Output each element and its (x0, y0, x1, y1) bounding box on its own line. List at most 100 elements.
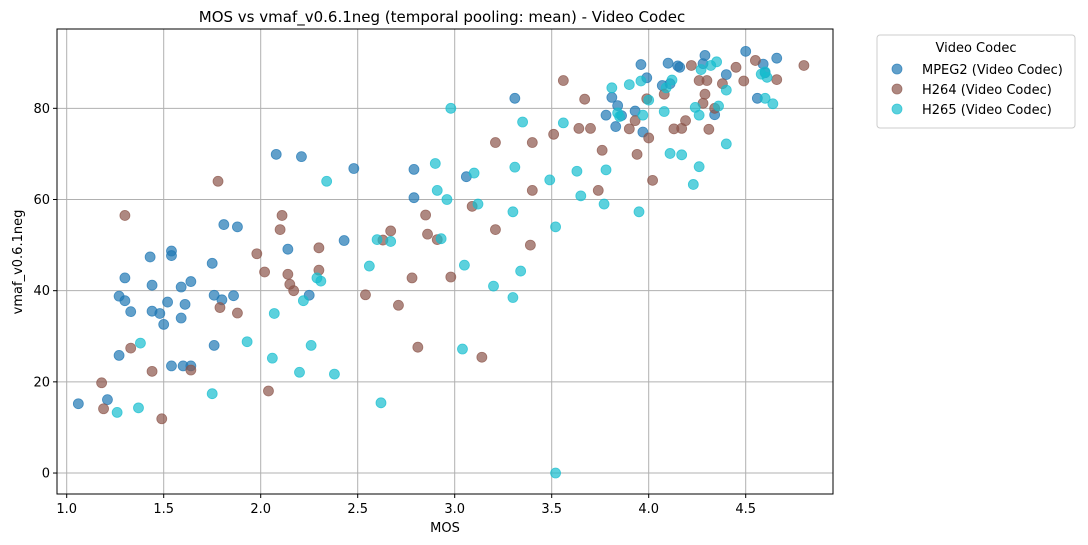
data-point (703, 123, 715, 135)
data-point (662, 57, 674, 69)
data-point (445, 102, 457, 114)
data-point (680, 115, 691, 127)
data-point (422, 228, 433, 240)
data-point (208, 339, 220, 351)
data-point (643, 132, 655, 144)
data-point (371, 234, 383, 246)
plot-area-frame (56, 28, 834, 495)
data-point (550, 467, 561, 479)
data-point (228, 290, 239, 302)
data-point (579, 93, 591, 105)
points-layer (72, 45, 810, 479)
data-point (385, 236, 397, 247)
data-point (720, 69, 732, 80)
data-point (282, 243, 294, 255)
x-tick-label: 4.0 (638, 502, 659, 517)
data-point (666, 74, 678, 86)
data-point (635, 59, 647, 70)
data-point (557, 75, 569, 86)
data-point (798, 60, 810, 71)
data-point (321, 175, 333, 187)
legend-title: Video Codec (936, 41, 1017, 56)
ticks-layer: 1.0 1.5 2.0 2.5 3.0 3.5 4.0 4.5 0 20 40 60 80 (33, 102, 756, 517)
data-point (154, 308, 166, 319)
data-point (375, 397, 387, 409)
data-point (113, 350, 125, 361)
data-point (429, 158, 441, 169)
data-point (509, 92, 521, 104)
data-point (441, 194, 453, 205)
data-point (212, 175, 224, 187)
data-point (435, 233, 447, 245)
data-point (472, 198, 484, 210)
data-point (606, 82, 618, 94)
x-tick-label: 3.5 (541, 502, 562, 517)
data-point (119, 210, 131, 221)
x-tick-label: 4.5 (735, 502, 756, 517)
data-point (548, 128, 560, 140)
data-point (695, 64, 707, 75)
x-tick-label: 1.0 (56, 502, 77, 517)
data-point (476, 351, 488, 363)
y-tick-label: 60 (33, 193, 50, 208)
data-point (598, 198, 610, 210)
data-point (771, 74, 783, 86)
data-point (699, 88, 711, 100)
data-point (693, 109, 705, 121)
data-point (313, 242, 325, 254)
data-point (348, 163, 360, 174)
x-tick-label: 2.0 (250, 502, 271, 517)
data-point (329, 368, 340, 380)
data-point (750, 55, 761, 66)
data-point (575, 190, 587, 202)
data-point (526, 137, 538, 148)
data-point (633, 206, 645, 218)
data-point (730, 61, 742, 73)
data-point (111, 406, 123, 418)
data-point (179, 298, 191, 310)
data-point (771, 52, 783, 64)
x-tick-label: 2.5 (347, 502, 368, 517)
data-point (600, 109, 612, 121)
data-point (259, 266, 270, 278)
data-point (674, 61, 686, 73)
y-tick-label: 80 (33, 102, 50, 117)
data-point (206, 388, 218, 400)
y-tick-label: 20 (33, 375, 50, 390)
data-point (571, 165, 583, 177)
data-point (162, 296, 173, 308)
data-point (720, 84, 732, 96)
data-point (614, 111, 625, 122)
data-point (274, 224, 286, 235)
data-point (600, 164, 612, 176)
data-point (135, 337, 146, 349)
data-point (509, 161, 521, 173)
data-point (385, 225, 397, 237)
data-point (490, 137, 501, 148)
data-point (585, 122, 596, 134)
legend-items: MPEG2 (Video Codec) H264 (Video Codec) H26… (891, 63, 1063, 118)
y-tick-label: 40 (33, 284, 50, 299)
data-point (156, 413, 168, 425)
data-point (315, 275, 327, 287)
data-point (526, 184, 538, 196)
legend-marker (891, 83, 903, 95)
data-point (711, 56, 722, 68)
data-point (119, 272, 131, 284)
data-point (294, 366, 305, 378)
data-point (297, 295, 309, 307)
data-point (573, 122, 585, 134)
data-point (360, 289, 371, 301)
data-point (282, 268, 294, 280)
data-point (699, 50, 711, 61)
data-point (146, 279, 158, 291)
data-point (232, 221, 243, 233)
data-point (676, 149, 688, 161)
data-point (445, 271, 457, 283)
data-point (305, 339, 317, 351)
data-point (647, 174, 658, 186)
data-point (515, 265, 527, 277)
data-point (468, 167, 480, 179)
data-point (623, 123, 635, 135)
